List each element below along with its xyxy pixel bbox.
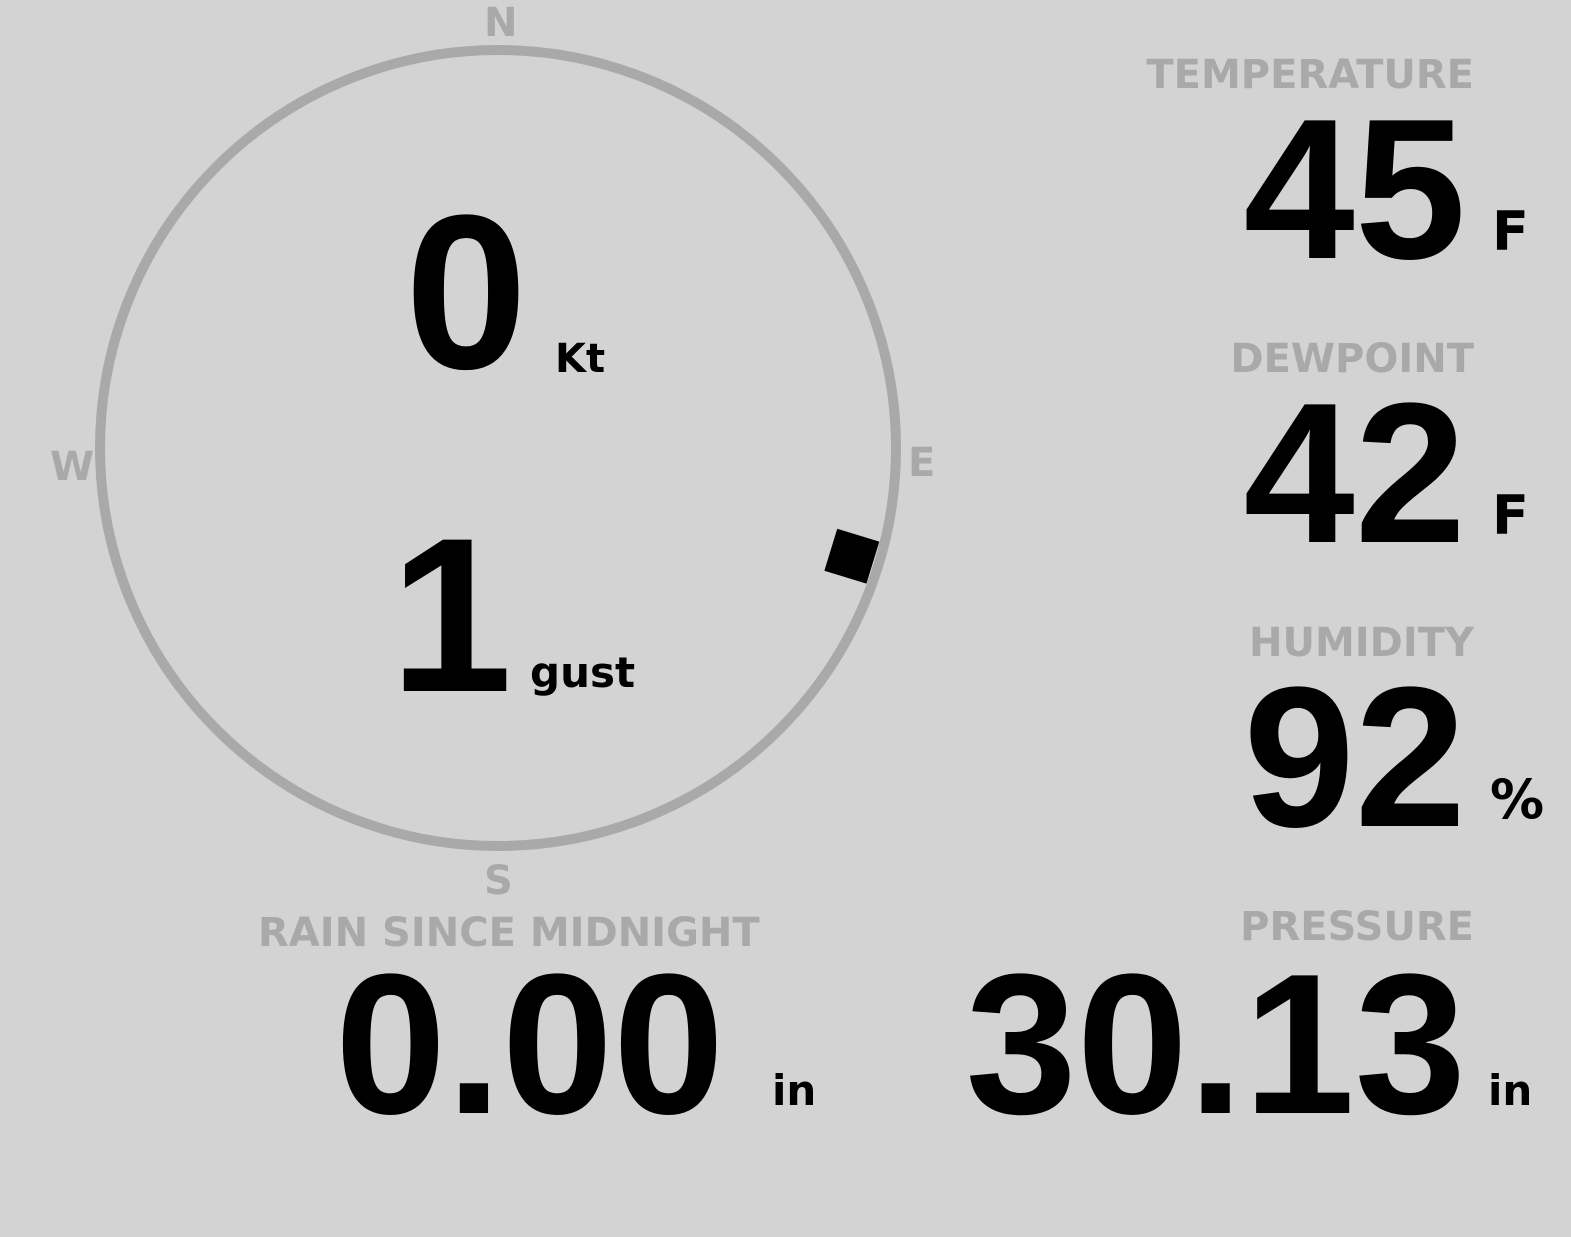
pressure-label: PRESSURE	[1240, 904, 1474, 950]
dewpoint-value: 42	[1243, 362, 1466, 585]
compass-east-label: E	[908, 440, 936, 486]
temperature-unit: F	[1492, 200, 1529, 263]
temperature-value: 45	[1243, 78, 1466, 301]
pressure-value: 30.13	[965, 933, 1467, 1156]
humidity-unit: %	[1490, 768, 1545, 831]
humidity-value: 92	[1243, 646, 1466, 869]
rain-value: 0.00	[335, 933, 725, 1156]
wind-gust-value: 1	[390, 492, 513, 738]
compass-ring	[95, 45, 901, 851]
dewpoint-unit: F	[1492, 484, 1529, 547]
wind-direction-marker	[824, 528, 880, 584]
wind-speed-unit: Kt	[555, 336, 606, 382]
compass-west-label: W	[50, 444, 95, 490]
rain-label: RAIN SINCE MIDNIGHT	[258, 910, 760, 956]
humidity-label: HUMIDITY	[1249, 620, 1474, 666]
dewpoint-label: DEWPOINT	[1230, 336, 1474, 382]
wind-gust-unit: gust	[530, 648, 636, 697]
wind-speed-value: 0	[405, 169, 528, 415]
compass-south-label: S	[484, 858, 513, 904]
compass-north-label: N	[484, 0, 518, 46]
temperature-label: TEMPERATURE	[1146, 52, 1474, 98]
rain-unit: in	[772, 1066, 817, 1115]
pressure-unit: in	[1488, 1066, 1533, 1115]
wind-compass	[95, 45, 901, 851]
